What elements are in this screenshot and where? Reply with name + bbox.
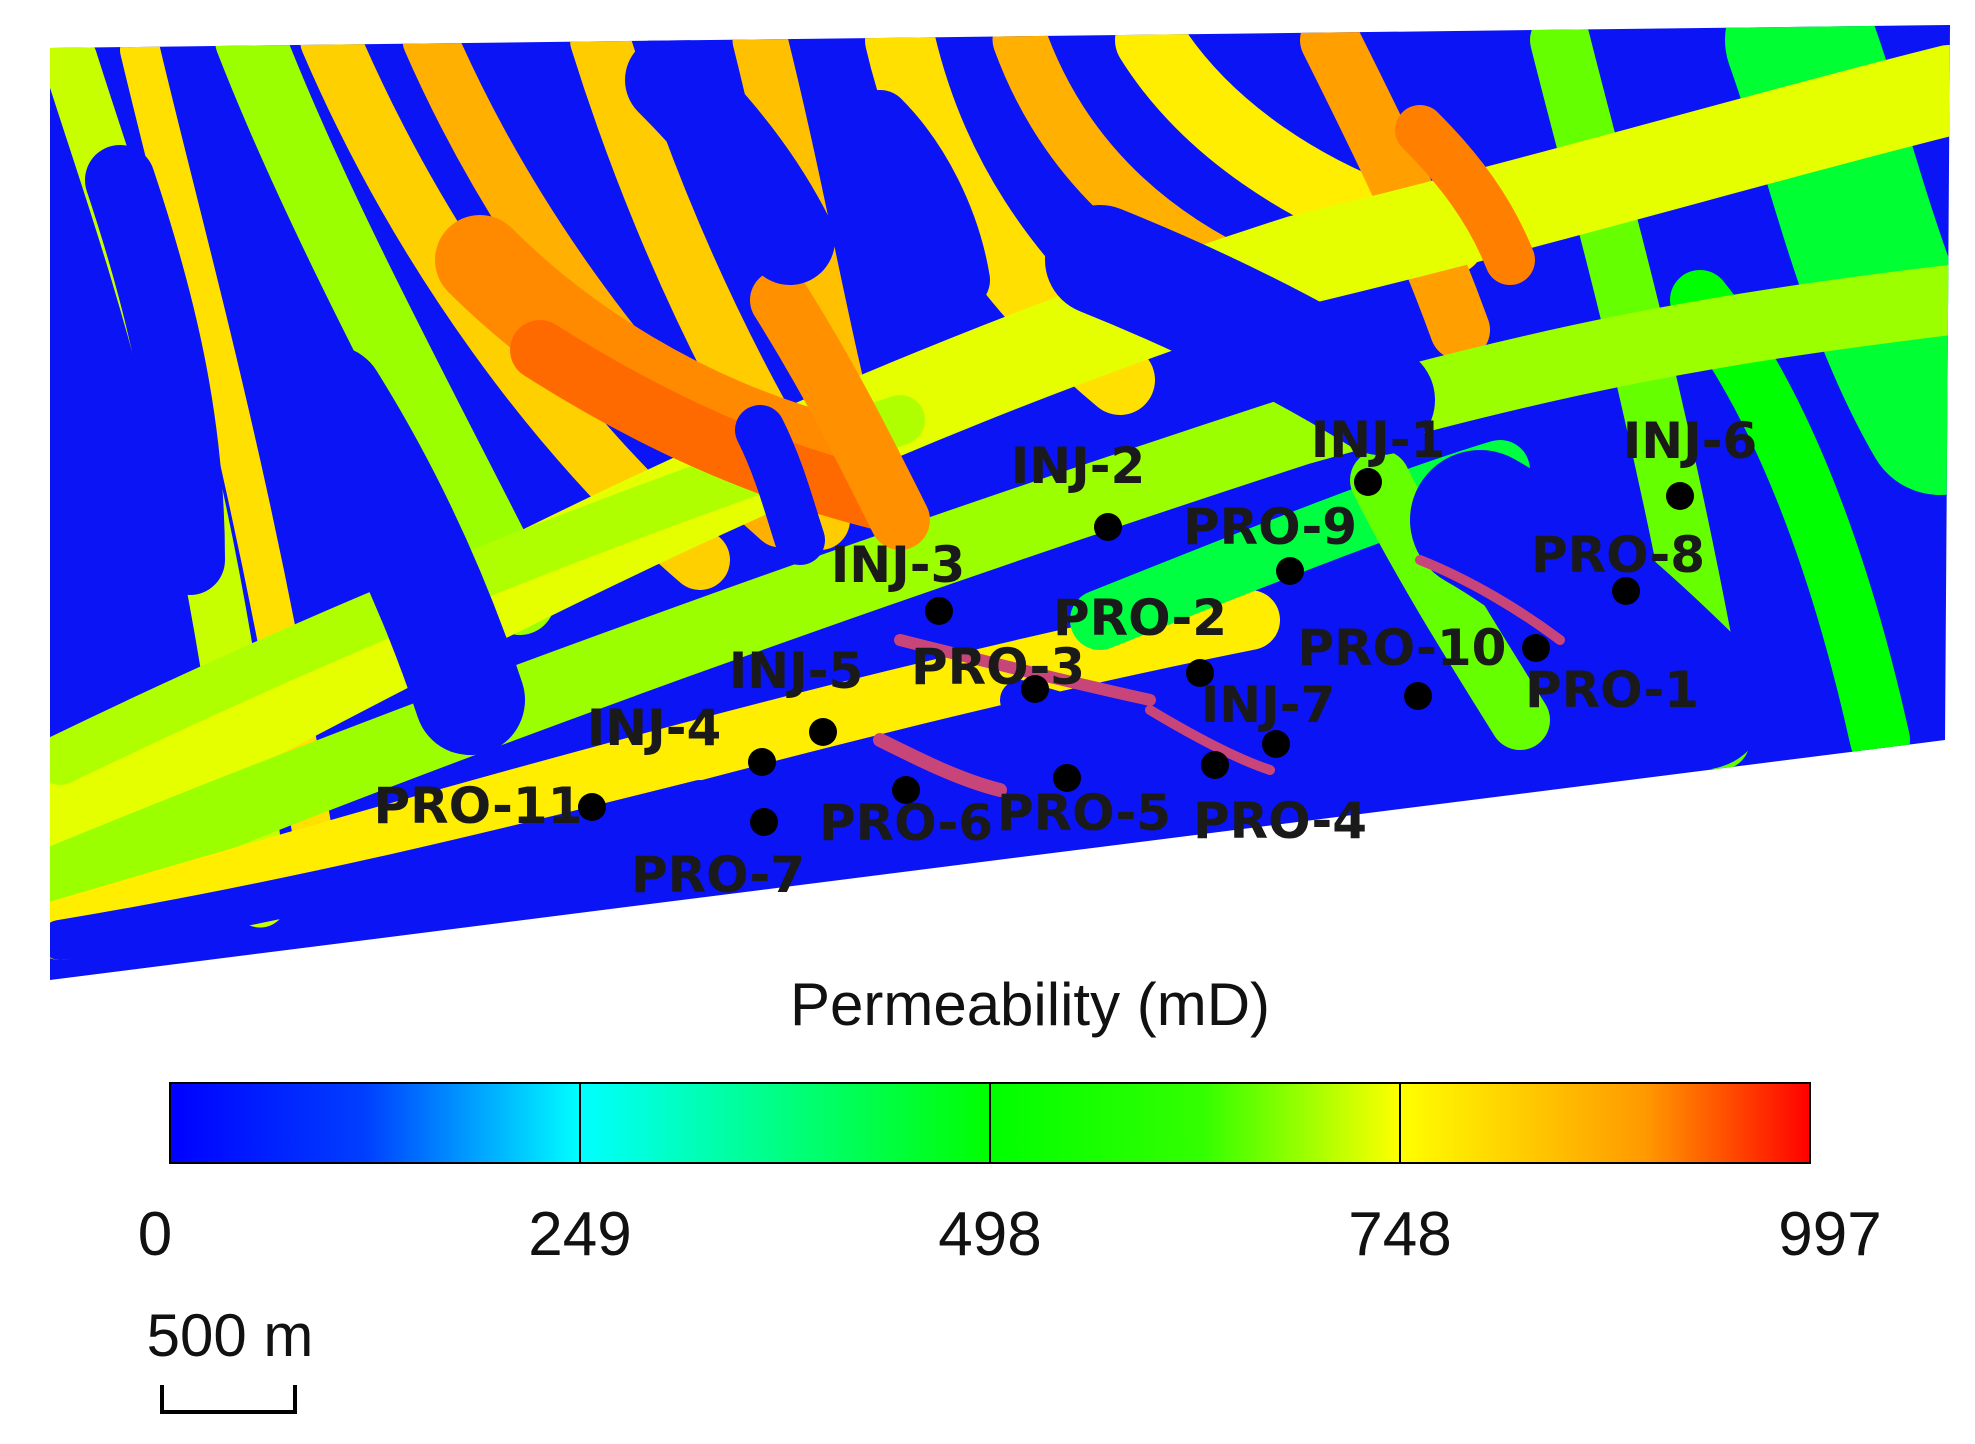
colorbar-tick-label: 997	[1778, 1200, 1881, 1269]
well-label-pro-10: PRO-10	[1298, 619, 1507, 677]
well-label-inj-3: INJ-3	[831, 536, 966, 594]
well-marker-pro-7	[750, 808, 778, 836]
well-label-pro-11: PRO-11	[374, 777, 583, 835]
well-marker-pro-8	[1612, 577, 1640, 605]
colorbar-title: Permeability (mD)	[790, 971, 1270, 1038]
well-marker-pro-5	[1053, 764, 1081, 792]
well-label-pro-9: PRO-9	[1183, 498, 1357, 556]
well-label-inj-5: INJ-5	[729, 642, 864, 700]
well-marker-inj-6	[1666, 482, 1694, 510]
well-marker-pro-2	[1186, 659, 1214, 687]
well-marker-pro-3	[1021, 675, 1049, 703]
scale-bar	[160, 1385, 297, 1414]
well-label-pro-2: PRO-2	[1053, 589, 1227, 647]
well-marker-pro-6	[892, 776, 920, 804]
well-label-inj-2: INJ-2	[1011, 437, 1146, 495]
reservoir-permeability-field	[50, 25, 1950, 980]
well-label-pro-3: PRO-3	[911, 638, 1085, 696]
well-marker-inj-5	[809, 718, 837, 746]
well-label-inj-4: INJ-4	[587, 699, 722, 757]
colorbar-tick-label: 0	[138, 1200, 172, 1269]
well-label-pro-8: PRO-8	[1531, 526, 1705, 584]
well-label-inj-7: INJ-7	[1201, 676, 1336, 734]
colorbar-tick-label: 748	[1348, 1200, 1451, 1269]
well-marker-inj-2	[1094, 513, 1122, 541]
well-label-pro-5: PRO-5	[997, 784, 1171, 842]
well-marker-inj-4	[748, 748, 776, 776]
well-label-inj-6: INJ-6	[1623, 412, 1758, 470]
well-marker-pro-10	[1522, 634, 1550, 662]
well-label-pro-6: PRO-6	[819, 794, 993, 852]
well-marker-inj-1	[1354, 468, 1382, 496]
colorbar-ticks: 0 249 498 748 997	[138, 1083, 1882, 1269]
well-marker-pro-4	[1201, 751, 1229, 779]
well-label-pro-4: PRO-4	[1193, 792, 1367, 850]
colorbar-tick-label: 498	[938, 1200, 1041, 1269]
well-marker-pro-11	[578, 793, 606, 821]
colorbar-tick-label: 249	[528, 1200, 631, 1269]
well-marker-inj-3	[925, 597, 953, 625]
well-marker-pro-1	[1404, 682, 1432, 710]
well-label-pro-7: PRO-7	[631, 846, 805, 904]
well-marker-inj-7	[1262, 730, 1290, 758]
well-label-pro-1: PRO-1	[1525, 661, 1699, 719]
scale-bar-label: 500 m	[147, 1302, 314, 1369]
wells-layer: INJ-1 INJ-6 INJ-2 PRO-9 PRO-8 INJ-3 PRO-2 PRO-1…	[374, 411, 1758, 904]
well-label-inj-1: INJ-1	[1311, 411, 1446, 469]
well-marker-pro-9	[1276, 557, 1304, 585]
